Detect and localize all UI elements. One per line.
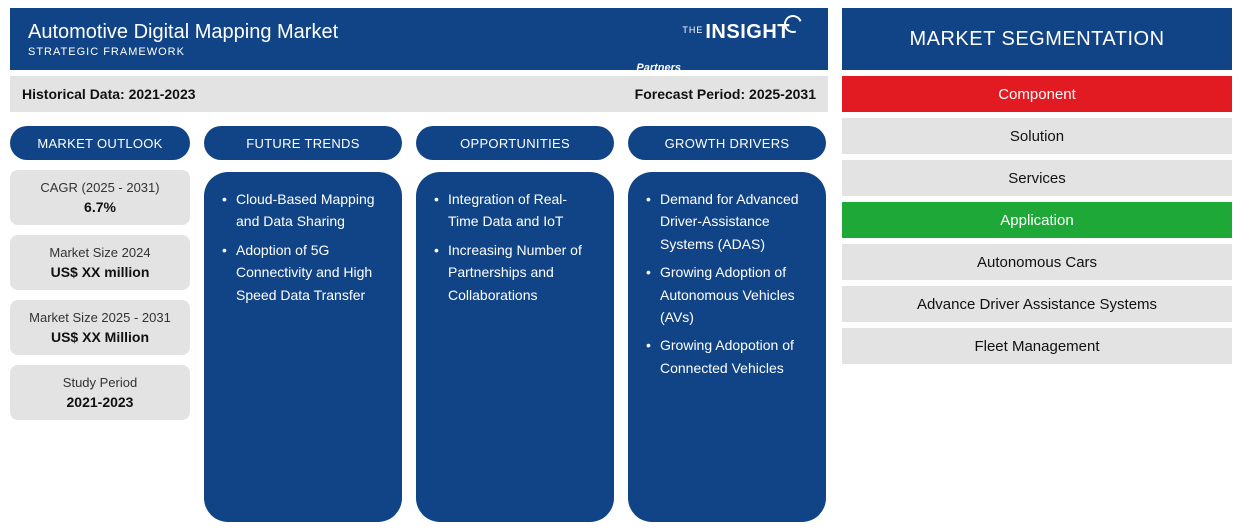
segmentation-category-component: Component (842, 76, 1232, 112)
framework-columns: MARKET OUTLOOK CAGR (2025 - 2031) 6.7% M… (10, 126, 828, 522)
historical-data-label: Historical Data: 2021-2023 (22, 86, 196, 102)
list-item: Integration of Real-Time Data and IoT (434, 188, 596, 233)
forecast-period-label: Forecast Period: 2025-2031 (635, 86, 816, 102)
brand-logo: THE INSIGHT Partners (682, 21, 810, 58)
growth-drivers-card: Demand for Advanced Driver-Assistance Sy… (628, 172, 826, 522)
list-item: Demand for Advanced Driver-Assistance Sy… (646, 188, 808, 255)
future-trends-heading: FUTURE TRENDS (204, 126, 402, 160)
segmentation-category-application: Application (842, 202, 1232, 238)
logo-insight: INSIGHT (705, 21, 790, 44)
list-item: Growing Adoption of Autonomous Vehicles … (646, 261, 808, 328)
market-outlook-heading: MARKET OUTLOOK (10, 126, 190, 160)
opportunities-column: OPPORTUNITIES Integration of Real-Time D… (416, 126, 614, 522)
stat-market-size-2024: Market Size 2024 US$ XX million (10, 235, 190, 290)
stat-value: 6.7% (18, 199, 182, 215)
market-outlook-column: MARKET OUTLOOK CAGR (2025 - 2031) 6.7% M… (10, 126, 190, 522)
list-item: Growing Adopotion of Connected Vehicles (646, 334, 808, 379)
opportunities-heading: OPPORTUNITIES (416, 126, 614, 160)
future-trends-card: Cloud-Based Mapping and Data Sharing Ado… (204, 172, 402, 522)
stat-label: CAGR (2025 - 2031) (18, 180, 182, 195)
stat-cagr: CAGR (2025 - 2031) 6.7% (10, 170, 190, 225)
list-item: Cloud-Based Mapping and Data Sharing (222, 188, 384, 233)
stat-study-period: Study Period 2021-2023 (10, 365, 190, 420)
header-text: Automotive Digital Mapping Market STRATE… (28, 21, 338, 58)
page-title: Automotive Digital Mapping Market (28, 21, 338, 44)
opportunities-card: Integration of Real-Time Data and IoT In… (416, 172, 614, 522)
header-bar: Automotive Digital Mapping Market STRATE… (10, 8, 828, 70)
market-segmentation-panel: MARKET SEGMENTATION Component Solution S… (842, 8, 1232, 522)
stat-value: US$ XX Million (18, 329, 182, 345)
stat-value: US$ XX million (18, 264, 182, 280)
segmentation-item: Solution (842, 118, 1232, 154)
strategic-framework-panel: Automotive Digital Mapping Market STRATE… (10, 8, 828, 522)
growth-drivers-heading: GROWTH DRIVERS (628, 126, 826, 160)
future-trends-column: FUTURE TRENDS Cloud-Based Mapping and Da… (204, 126, 402, 522)
segmentation-item: Autonomous Cars (842, 244, 1232, 280)
segmentation-item: Advance Driver Assistance Systems (842, 286, 1232, 322)
list-item: Adoption of 5G Connectivity and High Spe… (222, 239, 384, 306)
growth-drivers-column: GROWTH DRIVERS Demand for Advanced Drive… (628, 126, 826, 522)
stat-market-size-2025-2031: Market Size 2025 - 2031 US$ XX Million (10, 300, 190, 355)
segmentation-heading: MARKET SEGMENTATION (842, 8, 1232, 70)
segmentation-item: Services (842, 160, 1232, 196)
list-item: Increasing Number of Partnerships and Co… (434, 239, 596, 306)
stat-label: Market Size 2025 - 2031 (18, 310, 182, 325)
segmentation-item: Fleet Management (842, 328, 1232, 364)
logo-the: THE (682, 25, 703, 35)
period-bar: Historical Data: 2021-2023 Forecast Peri… (10, 76, 828, 112)
stat-value: 2021-2023 (18, 394, 182, 410)
page-subtitle: STRATEGIC FRAMEWORK (28, 46, 338, 58)
stat-label: Study Period (18, 375, 182, 390)
logo-partners: Partners (636, 62, 681, 74)
stat-label: Market Size 2024 (18, 245, 182, 260)
